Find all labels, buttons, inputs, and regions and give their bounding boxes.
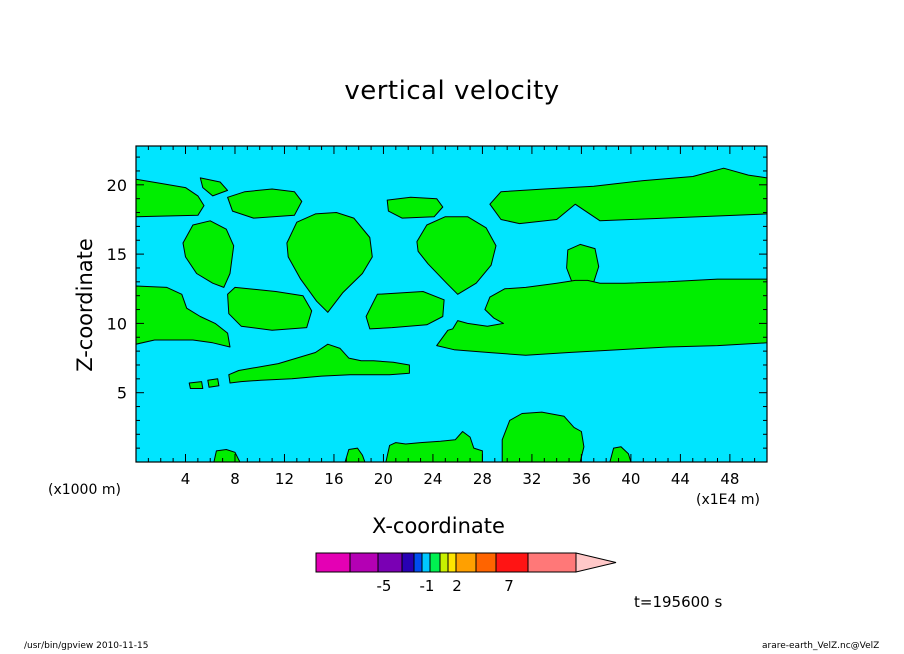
x-axis-label: X-coordinate	[372, 514, 505, 538]
updraft-region-16	[188, 381, 204, 389]
updraft-region-18	[344, 447, 366, 462]
updraft-region-19	[385, 431, 483, 462]
updraft-region-20	[501, 411, 585, 462]
y-tick-label: 10	[107, 314, 127, 333]
updraft-region-17	[213, 449, 241, 462]
x-tick-label: 12	[275, 470, 294, 488]
y-tick-labels: 5 10 15 20	[107, 176, 127, 403]
y-tick-label: 20	[107, 176, 127, 195]
footer-left: /usr/bin/gpview 2010-11-15	[24, 641, 149, 651]
axis-ticks	[136, 146, 767, 462]
colorbar-segment	[315, 552, 351, 573]
updraft-region-7	[286, 212, 373, 313]
colorbar-segment	[527, 552, 577, 573]
updraft-region-3	[199, 177, 229, 197]
updraft-region-8	[416, 216, 497, 295]
x-tick-labels: 4 8 12 16 20 24 28 32 36 40 44 48	[181, 470, 740, 488]
plot-frame	[135, 145, 768, 463]
x-tick-label: 36	[572, 470, 591, 488]
updraft-region-10	[136, 285, 231, 348]
x-unit-label: (x1E4 m)	[696, 492, 760, 508]
x-tick-label: 28	[473, 470, 492, 488]
updraft-region-2	[489, 167, 767, 225]
updraft-region-13	[436, 278, 767, 356]
x-tick-label: 48	[720, 470, 739, 488]
colorbar-segment	[447, 552, 457, 573]
x-tick-label: 20	[374, 470, 393, 488]
updraft-region-1	[136, 178, 205, 218]
colorbar-arrow	[575, 552, 617, 573]
x-scale-label: (x1000 m)	[48, 482, 121, 498]
x-tick-label: 16	[324, 470, 343, 488]
colorbar-segment	[349, 552, 379, 573]
updraft-region-6	[182, 220, 235, 288]
colorbar-tick-label: 7	[504, 577, 514, 595]
updraft-region-11	[227, 286, 313, 331]
x-tick-label: 44	[671, 470, 690, 488]
y-tick-label: 5	[117, 384, 127, 403]
colorbar: -5 -1 2 7	[315, 552, 617, 595]
chart-title: vertical velocity	[344, 76, 560, 106]
x-tick-label: 40	[621, 470, 640, 488]
colorbar-tick-label: -1	[420, 577, 435, 595]
updraft-region-12	[365, 291, 445, 330]
colorbar-segment	[495, 552, 529, 573]
colorbar-tick-label: -5	[377, 577, 392, 595]
updraft-regions	[136, 167, 767, 462]
updraft-region-5	[386, 196, 444, 219]
updraft-region-4	[227, 188, 303, 219]
y-axis-label: Z-coordinate	[73, 238, 97, 372]
colorbar-tick-label: 2	[452, 577, 462, 595]
colorbar-segment	[421, 552, 431, 573]
colorbar-segment	[455, 552, 477, 573]
colorbar-segment	[413, 552, 423, 573]
x-tick-label: 24	[423, 470, 442, 488]
updraft-region-14	[228, 343, 410, 384]
y-tick-label: 15	[107, 245, 127, 264]
updraft-region-21	[609, 446, 632, 462]
colorbar-segment	[475, 552, 497, 573]
x-tick-label: 32	[522, 470, 541, 488]
footer-right: arare-earth_VelZ.nc@VelZ	[762, 641, 880, 651]
colorbar-segment	[429, 552, 441, 573]
colorbar-segment	[439, 552, 449, 573]
updraft-region-15	[207, 378, 220, 388]
colorbar-segment	[377, 552, 403, 573]
x-tick-label: 4	[181, 470, 191, 488]
colorbar-segment	[401, 552, 415, 573]
x-tick-label: 8	[230, 470, 240, 488]
time-label: t=195600 s	[634, 593, 723, 611]
